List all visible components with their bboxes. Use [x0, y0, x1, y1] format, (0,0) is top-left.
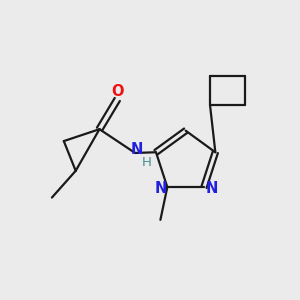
Text: N: N: [154, 181, 167, 196]
Text: N: N: [130, 142, 143, 157]
Text: N: N: [205, 181, 218, 196]
Text: H: H: [142, 156, 152, 169]
Text: O: O: [111, 84, 124, 99]
